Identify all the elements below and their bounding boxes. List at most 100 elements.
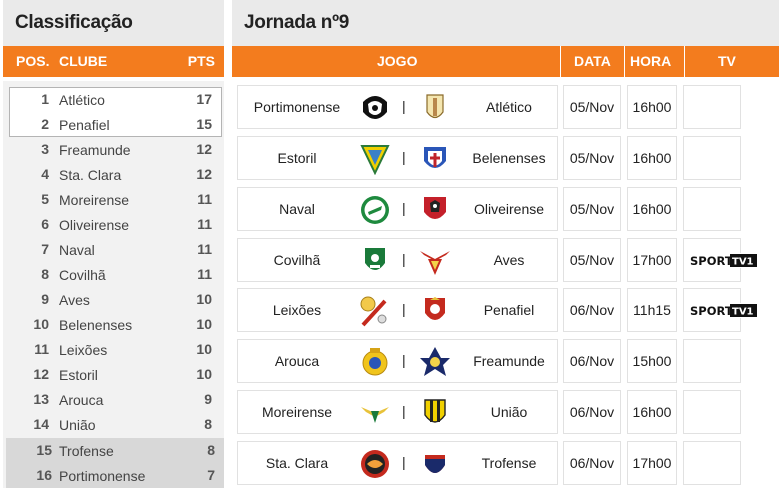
away-team[interactable]: Trofense xyxy=(481,455,537,471)
home-crest-icon xyxy=(359,295,391,327)
standings-row[interactable]: 11 Leixões 10 xyxy=(3,337,224,362)
row-club[interactable]: Estoril xyxy=(59,367,98,383)
row-club[interactable]: Sta. Clara xyxy=(59,167,122,183)
away-team[interactable]: Freamunde xyxy=(473,353,545,369)
match-game-cell[interactable]: Portimonense | Atlético xyxy=(237,85,558,129)
match-date: 05/Nov xyxy=(569,99,615,115)
match-game-cell[interactable]: Covilhã | Aves xyxy=(237,238,558,282)
home-team[interactable]: Moreirense xyxy=(261,404,333,420)
match-row[interactable]: Moreirense | União 06/Nov 16h00 xyxy=(237,390,779,434)
match-date: 06/Nov xyxy=(569,353,615,369)
away-team[interactable]: União xyxy=(490,404,528,420)
match-game-cell[interactable]: Estoril | Belenenses xyxy=(237,136,558,180)
match-game-cell[interactable]: Leixões | Penafiel xyxy=(237,288,558,332)
standings-row[interactable]: 10 Belenenses 10 xyxy=(3,312,224,337)
row-club[interactable]: Moreirense xyxy=(59,192,130,208)
home-team[interactable]: Sta. Clara xyxy=(265,455,329,471)
row-position: 7 xyxy=(41,241,49,257)
header-pts: PTS xyxy=(187,53,215,69)
match-game-cell[interactable]: Moreirense | União xyxy=(237,390,558,434)
row-club[interactable]: Naval xyxy=(59,242,95,258)
match-row[interactable]: Naval | Oliveirense 05/Nov 16h00 xyxy=(237,187,779,231)
standings-row[interactable]: 3 Freamunde 12 xyxy=(3,137,224,162)
standings-row[interactable]: 4 Sta. Clara 12 xyxy=(3,162,224,187)
match-date: 06/Nov xyxy=(569,455,615,471)
standings-row[interactable]: 13 Arouca 9 xyxy=(3,387,224,412)
row-points: 8 xyxy=(204,416,212,432)
svg-text:SPORT: SPORT xyxy=(690,304,733,318)
match-time: 15h00 xyxy=(632,353,672,369)
home-team[interactable]: Arouca xyxy=(274,353,320,369)
row-club[interactable]: Oliveirense xyxy=(59,217,130,233)
home-crest-icon xyxy=(359,194,391,226)
row-points: 9 xyxy=(204,391,212,407)
away-team[interactable]: Penafiel xyxy=(483,302,535,318)
home-crest-icon xyxy=(359,92,391,124)
vs-separator: | xyxy=(402,251,406,267)
away-crest-icon xyxy=(419,295,451,327)
match-tv-cell xyxy=(683,136,741,180)
home-team[interactable]: Estoril xyxy=(277,150,317,166)
away-team[interactable]: Atlético xyxy=(486,99,532,115)
away-team[interactable]: Oliveirense xyxy=(473,201,545,217)
row-club[interactable]: Arouca xyxy=(59,392,104,408)
row-points: 8 xyxy=(207,442,215,458)
standings-row[interactable]: 8 Covilhã 11 xyxy=(3,262,224,287)
home-team[interactable]: Covilhã xyxy=(273,252,321,268)
away-team[interactable]: Belenenses xyxy=(472,150,546,166)
vs-separator: | xyxy=(402,403,406,419)
match-tv-cell xyxy=(683,390,741,434)
row-club[interactable]: Penafiel xyxy=(59,117,110,133)
standings-row[interactable]: 6 Oliveirense 11 xyxy=(3,212,224,237)
header-time: HORA xyxy=(630,53,672,69)
standings-row[interactable]: 12 Estoril 10 xyxy=(3,362,224,387)
row-position: 12 xyxy=(33,366,49,382)
standings-row[interactable]: 9 Aves 10 xyxy=(3,287,224,312)
match-row[interactable]: Estoril | Belenenses 05/Nov 16h00 xyxy=(237,136,779,180)
home-team[interactable]: Naval xyxy=(279,201,315,217)
away-crest-icon xyxy=(419,194,451,226)
match-row[interactable]: Arouca | Freamunde 06/Nov 15h00 xyxy=(237,339,779,383)
row-club[interactable]: Freamunde xyxy=(59,142,131,158)
row-club[interactable]: Belenenses xyxy=(59,317,133,333)
row-points: 10 xyxy=(196,366,212,382)
match-tv-cell xyxy=(683,187,741,231)
match-date: 05/Nov xyxy=(569,252,615,268)
row-position: 8 xyxy=(41,266,49,282)
standings-row[interactable]: 2 Penafiel 15 xyxy=(3,112,224,137)
standings-row[interactable]: 15 Trofense 8 xyxy=(6,438,224,463)
row-club[interactable]: União xyxy=(59,417,96,433)
row-club[interactable]: Leixões xyxy=(59,342,108,358)
standings-row[interactable]: 5 Moreirense 11 xyxy=(3,187,224,212)
row-club[interactable]: Covilhã xyxy=(59,267,106,283)
row-club[interactable]: Portimonense xyxy=(59,468,146,484)
standings-row[interactable]: 14 União 8 xyxy=(3,412,224,437)
standings-row[interactable]: 1 Atlético 17 xyxy=(3,87,224,112)
header-club: CLUBE xyxy=(59,53,108,69)
match-time-cell: 16h00 xyxy=(627,136,677,180)
match-tv-cell: SPORT TV1 xyxy=(683,288,757,332)
match-row[interactable]: Leixões | Penafiel 06/Nov 11h15 SPORT TV1 xyxy=(237,288,779,332)
standings-row[interactable]: 7 Naval 11 xyxy=(3,237,224,262)
row-club[interactable]: Trofense xyxy=(59,443,114,459)
sport-tv-icon: SPORT TV1 xyxy=(689,303,757,318)
match-row[interactable]: Sta. Clara | Trofense 06/Nov 17h00 xyxy=(237,441,779,485)
match-date: 05/Nov xyxy=(569,150,615,166)
row-position: 4 xyxy=(41,166,49,182)
away-team[interactable]: Aves xyxy=(493,252,525,268)
svg-text:TV1: TV1 xyxy=(732,257,754,268)
fixtures-title-bar: Jornada nº9 xyxy=(232,0,779,46)
match-row[interactable]: Portimonense | Atlético 05/Nov 16h00 xyxy=(237,85,779,129)
header-game: JOGO xyxy=(377,53,418,69)
match-game-cell[interactable]: Sta. Clara | Trofense xyxy=(237,441,558,485)
row-club[interactable]: Aves xyxy=(59,292,90,308)
match-game-cell[interactable]: Naval | Oliveirense xyxy=(237,187,558,231)
match-game-cell[interactable]: Arouca | Freamunde xyxy=(237,339,558,383)
home-team[interactable]: Portimonense xyxy=(253,99,341,115)
match-row[interactable]: Covilhã | Aves 05/Nov 17h00 SPORT TV1 xyxy=(237,238,779,282)
away-crest-icon xyxy=(419,92,451,124)
home-team[interactable]: Leixões xyxy=(272,302,322,318)
standings-row[interactable]: 16 Portimonense 7 xyxy=(6,463,224,488)
match-time: 11h15 xyxy=(633,302,671,318)
row-club[interactable]: Atlético xyxy=(59,92,105,108)
